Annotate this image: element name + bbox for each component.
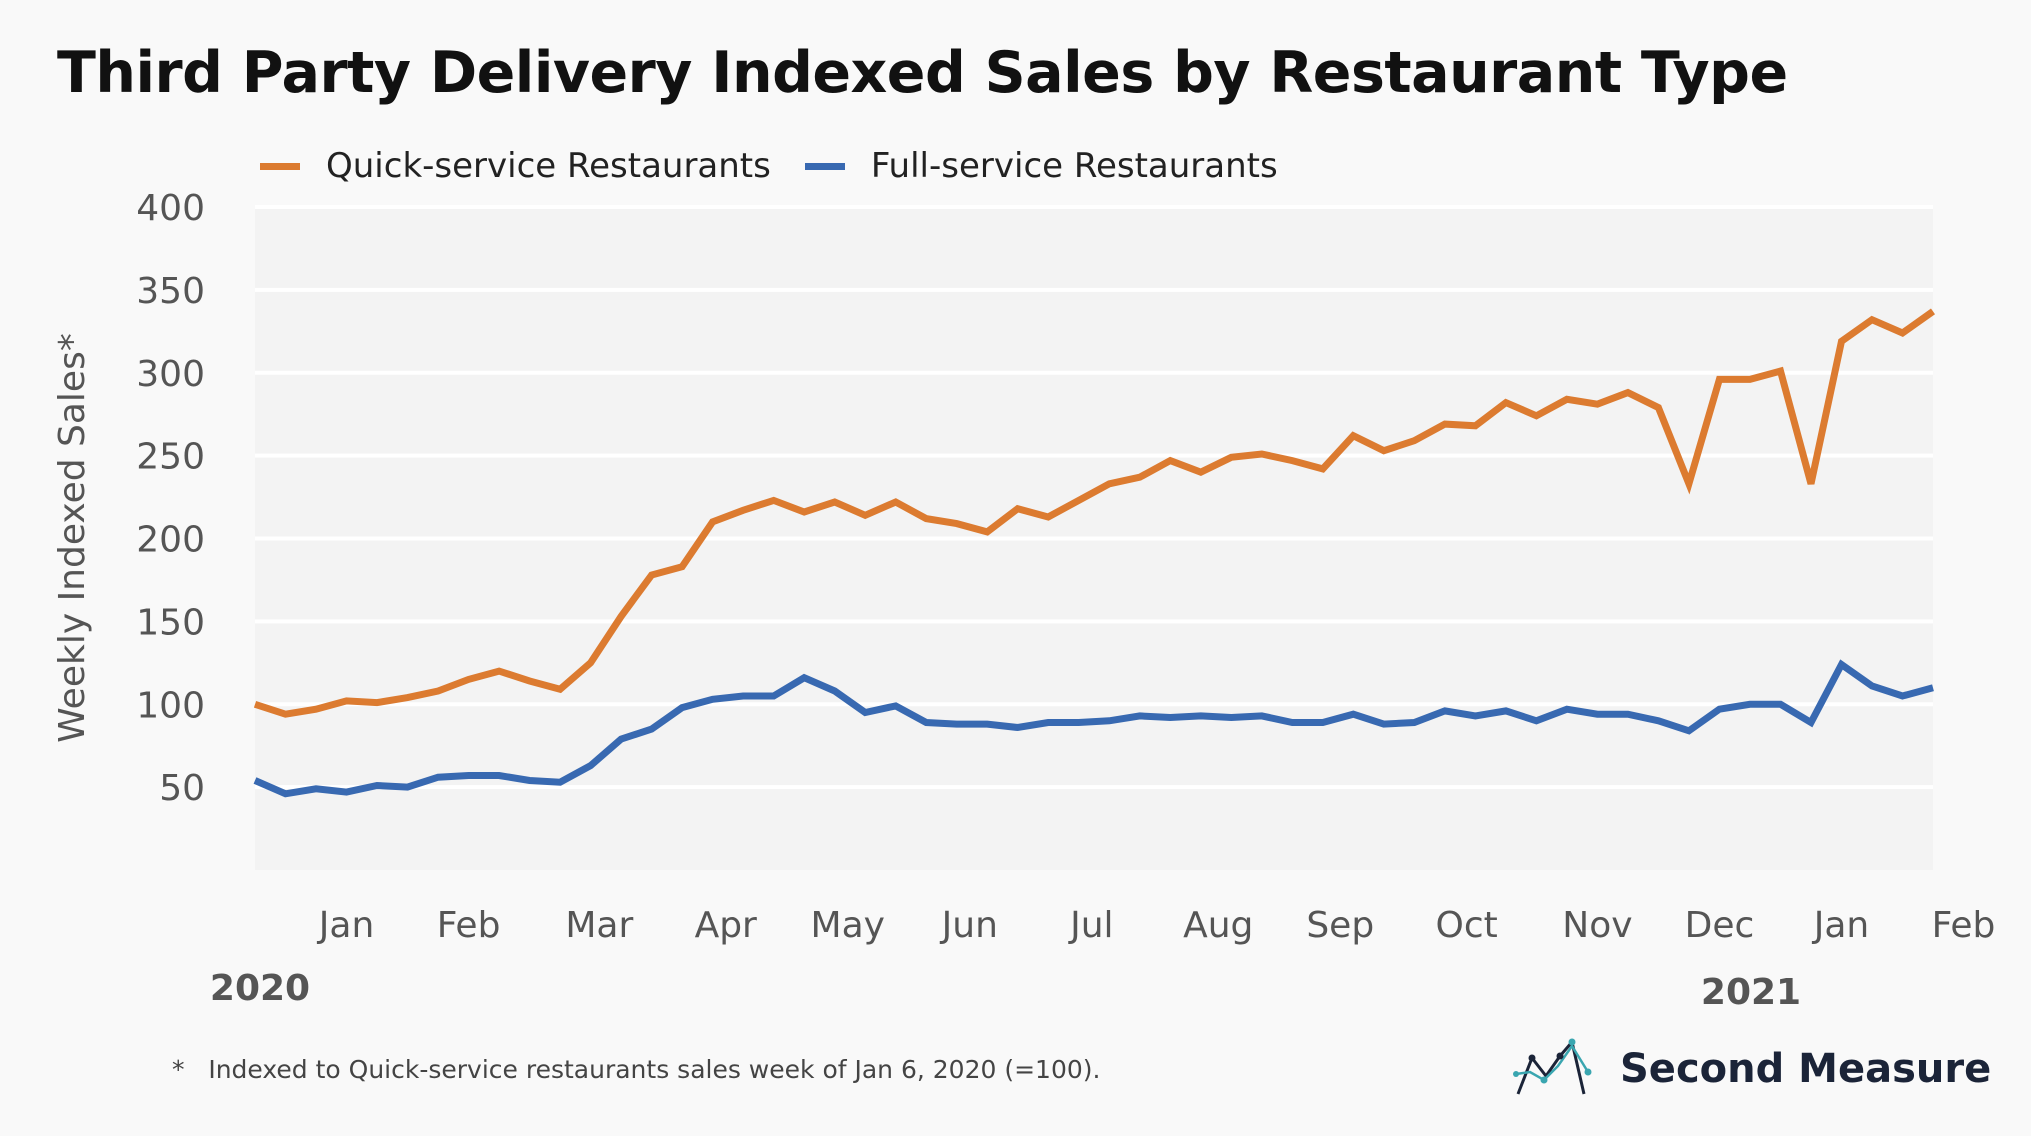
y-tick-label: 100 bbox=[136, 685, 205, 726]
x-tick-label: Apr bbox=[695, 905, 757, 946]
x-tick-label: Feb bbox=[437, 905, 501, 946]
footnote: * Indexed to Quick-service restaurants s… bbox=[172, 1055, 1100, 1084]
y-tick-label: 50 bbox=[159, 768, 205, 809]
line-chart-logo-icon bbox=[1513, 1038, 1592, 1095]
y-tick-label: 150 bbox=[136, 602, 205, 643]
logo-text: Second Measure bbox=[1620, 1046, 1992, 1092]
y-tick-label: 250 bbox=[136, 437, 205, 478]
x-tick-label: Jun bbox=[940, 905, 998, 946]
x-tick-label: Jan bbox=[317, 905, 375, 946]
chart-title: Third Party Delivery Indexed Sales by Re… bbox=[57, 40, 1788, 106]
x-tick-label: Dec bbox=[1685, 905, 1755, 946]
x-tick-label: Sep bbox=[1306, 905, 1374, 946]
y-tick-label: 200 bbox=[136, 520, 205, 561]
legend-label: Quick-service Restaurants bbox=[326, 146, 771, 186]
series-line-full-service bbox=[253, 659, 1934, 798]
logo: Second Measure bbox=[1512, 1036, 1991, 1102]
legend-swatch bbox=[260, 162, 300, 170]
legend-swatch bbox=[804, 162, 845, 170]
x-tick-label: Oct bbox=[1436, 905, 1498, 946]
y-tick-label: 400 bbox=[136, 188, 205, 229]
y-tick-label: 350 bbox=[136, 271, 205, 312]
x-tick-label: Aug bbox=[1183, 905, 1253, 946]
x-tick-label: Jul bbox=[1068, 905, 1113, 946]
footnote-text: Indexed to Quick-service restaurants sal… bbox=[208, 1055, 1101, 1084]
x-tick-label: May bbox=[811, 905, 885, 946]
x-tick-label: Mar bbox=[565, 905, 633, 946]
x-tick-label: Feb bbox=[1932, 905, 1996, 946]
x-tick-label: Jan bbox=[1812, 905, 1870, 946]
legend-item-full-service: Full-service Restaurants bbox=[804, 146, 1278, 186]
legend: Quick-service Restaurants Full-service R… bbox=[260, 146, 1312, 186]
legend-label: Full-service Restaurants bbox=[870, 146, 1278, 186]
year-label-2021: 2021 bbox=[1701, 972, 1801, 1013]
x-tick-label: Nov bbox=[1562, 905, 1632, 946]
legend-item-quick-service: Quick-service Restaurants bbox=[260, 146, 771, 186]
series-line-quick-service bbox=[253, 308, 1936, 718]
footnote-marker: * bbox=[172, 1055, 185, 1084]
year-label-2020: 2020 bbox=[210, 968, 310, 1009]
y-tick-label: 300 bbox=[136, 354, 205, 395]
y-axis-label: Weekly Indexed Sales* bbox=[52, 333, 93, 743]
